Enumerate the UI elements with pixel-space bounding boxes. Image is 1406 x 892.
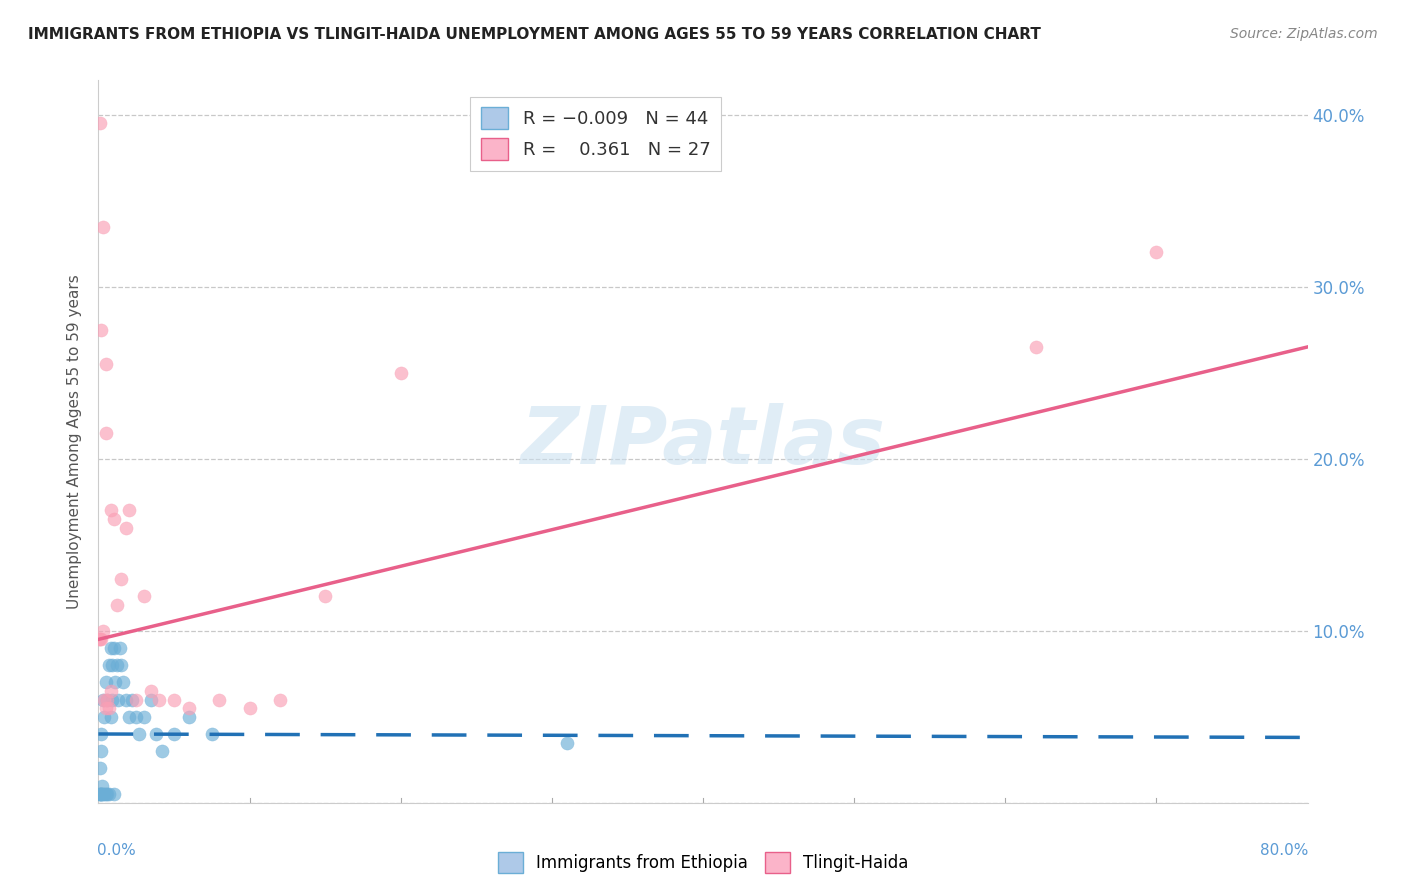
Point [101, 658, 124, 673]
Point [125, 710, 148, 724]
Point [389, 366, 412, 380]
Point [179, 710, 201, 724]
Point [111, 675, 134, 690]
Point [148, 692, 170, 706]
Point [91, 787, 114, 801]
Point [91, 624, 114, 638]
Point [125, 692, 148, 706]
Point [94, 425, 117, 440]
Point [90, 744, 112, 758]
Point [100, 684, 122, 698]
Point [98, 787, 121, 801]
Point [100, 503, 122, 517]
Point [98, 658, 121, 673]
Point [110, 658, 132, 673]
Point [100, 710, 122, 724]
Point [103, 640, 125, 655]
Point [91, 219, 114, 234]
Point [239, 701, 262, 715]
Point [89, 761, 111, 775]
Text: Source: ZipAtlas.com: Source: ZipAtlas.com [1230, 27, 1378, 41]
Y-axis label: Unemployment Among Ages 55 to 59 years: Unemployment Among Ages 55 to 59 years [67, 274, 83, 609]
Point [103, 512, 125, 526]
Legend: Immigrants from Ethiopia, Tlingit-Haida: Immigrants from Ethiopia, Tlingit-Haida [491, 846, 915, 880]
Text: 0.0%: 0.0% [97, 843, 136, 857]
Text: IMMIGRANTS FROM ETHIOPIA VS TLINGIT-HAIDA UNEMPLOYMENT AMONG AGES 55 TO 59 YEARS: IMMIGRANTS FROM ETHIOPIA VS TLINGIT-HAID… [28, 27, 1040, 42]
Point [163, 727, 186, 741]
Point [89, 787, 111, 801]
Point [179, 701, 201, 715]
Point [89, 632, 111, 647]
Point [110, 572, 132, 586]
Point [114, 692, 136, 706]
Point [96, 692, 118, 706]
Point [90, 727, 112, 741]
Point [101, 692, 124, 706]
Point [93, 692, 115, 706]
Point [108, 640, 131, 655]
Point [107, 692, 129, 706]
Point [96, 692, 118, 706]
Point [94, 701, 117, 715]
Point [121, 692, 143, 706]
Point [141, 684, 163, 698]
Point [118, 503, 141, 517]
Point [100, 640, 122, 655]
Text: ZIPatlas: ZIPatlas [520, 402, 886, 481]
Point [93, 787, 115, 801]
Point [150, 744, 173, 758]
Point [132, 590, 155, 604]
Point [132, 710, 155, 724]
Point [90, 787, 112, 801]
Point [94, 357, 117, 371]
Point [208, 692, 231, 706]
Point [89, 116, 111, 130]
Point [89, 787, 111, 801]
Point [105, 598, 128, 612]
Point [90, 787, 112, 801]
Point [105, 658, 128, 673]
Point [90, 787, 112, 801]
Point [94, 787, 117, 801]
Point [201, 727, 224, 741]
Point [91, 779, 114, 793]
Point [90, 323, 112, 337]
Point [103, 787, 125, 801]
Point [90, 632, 112, 647]
Point [145, 727, 167, 741]
Point [89, 632, 111, 647]
Point [314, 590, 336, 604]
Point [93, 710, 115, 724]
Point [98, 701, 121, 715]
Point [555, 735, 578, 749]
Text: 80.0%: 80.0% [1260, 843, 1309, 857]
Point [141, 692, 163, 706]
Point [128, 727, 150, 741]
Point [91, 692, 114, 706]
Point [104, 675, 127, 690]
Point [94, 675, 117, 690]
Point [118, 710, 141, 724]
Point [1144, 245, 1167, 260]
Legend: R = −0.009   N = 44, R =    0.361   N = 27: R = −0.009 N = 44, R = 0.361 N = 27 [470, 96, 721, 171]
Point [114, 520, 136, 534]
Point [96, 787, 118, 801]
Point [269, 692, 291, 706]
Point [163, 692, 186, 706]
Point [1024, 340, 1046, 354]
